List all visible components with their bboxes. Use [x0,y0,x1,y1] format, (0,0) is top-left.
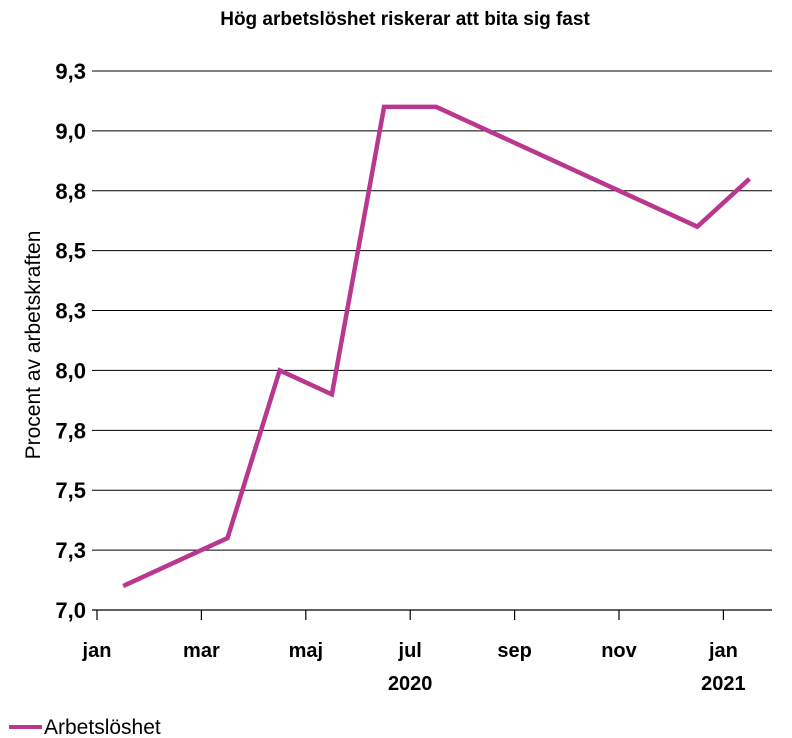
x-tick-year-label: 2021 [701,673,746,695]
x-axis-ticks: jan mar maj jul 2020 sep nov jan 2021 [82,610,746,695]
y-tick-label: 9,0 [55,119,86,144]
y-tick-label: 8,8 [55,179,86,204]
series-line-arbetsloshet [122,104,752,589]
x-tick-label: jan [708,640,738,662]
y-tick-label: 8,5 [55,239,86,264]
y-tick-label: 8,3 [55,299,86,324]
x-tick-year-label: 2020 [388,673,433,695]
series-layer [122,104,752,589]
y-axis-ticks: 7,0 7,3 7,5 7,8 8,0 8,3 8,5 8,8 9,0 9,3 [55,59,86,623]
legend-label: Arbetslöshet [44,716,161,738]
x-tick-label: mar [183,640,220,662]
x-tick-label: maj [289,640,323,662]
x-tick-label: jan [82,640,112,662]
y-tick-label: 7,3 [55,538,86,563]
y-tick-label: 7,8 [55,418,86,443]
x-tick-label: sep [497,640,531,662]
gridlines [92,70,772,611]
y-tick-label: 7,5 [55,478,86,503]
legend: Arbetslöshet [9,716,161,738]
y-tick-label: 8,0 [55,358,86,383]
y-tick-label: 9,3 [55,59,86,84]
y-tick-label: 7,0 [55,598,86,623]
y-axis-label: Procent av arbetskraften [22,231,45,460]
chart-title: Hög arbetslöshet riskerar att bita sig f… [220,9,590,30]
x-tick-label: jul [398,640,422,662]
x-tick-label: nov [601,640,637,662]
